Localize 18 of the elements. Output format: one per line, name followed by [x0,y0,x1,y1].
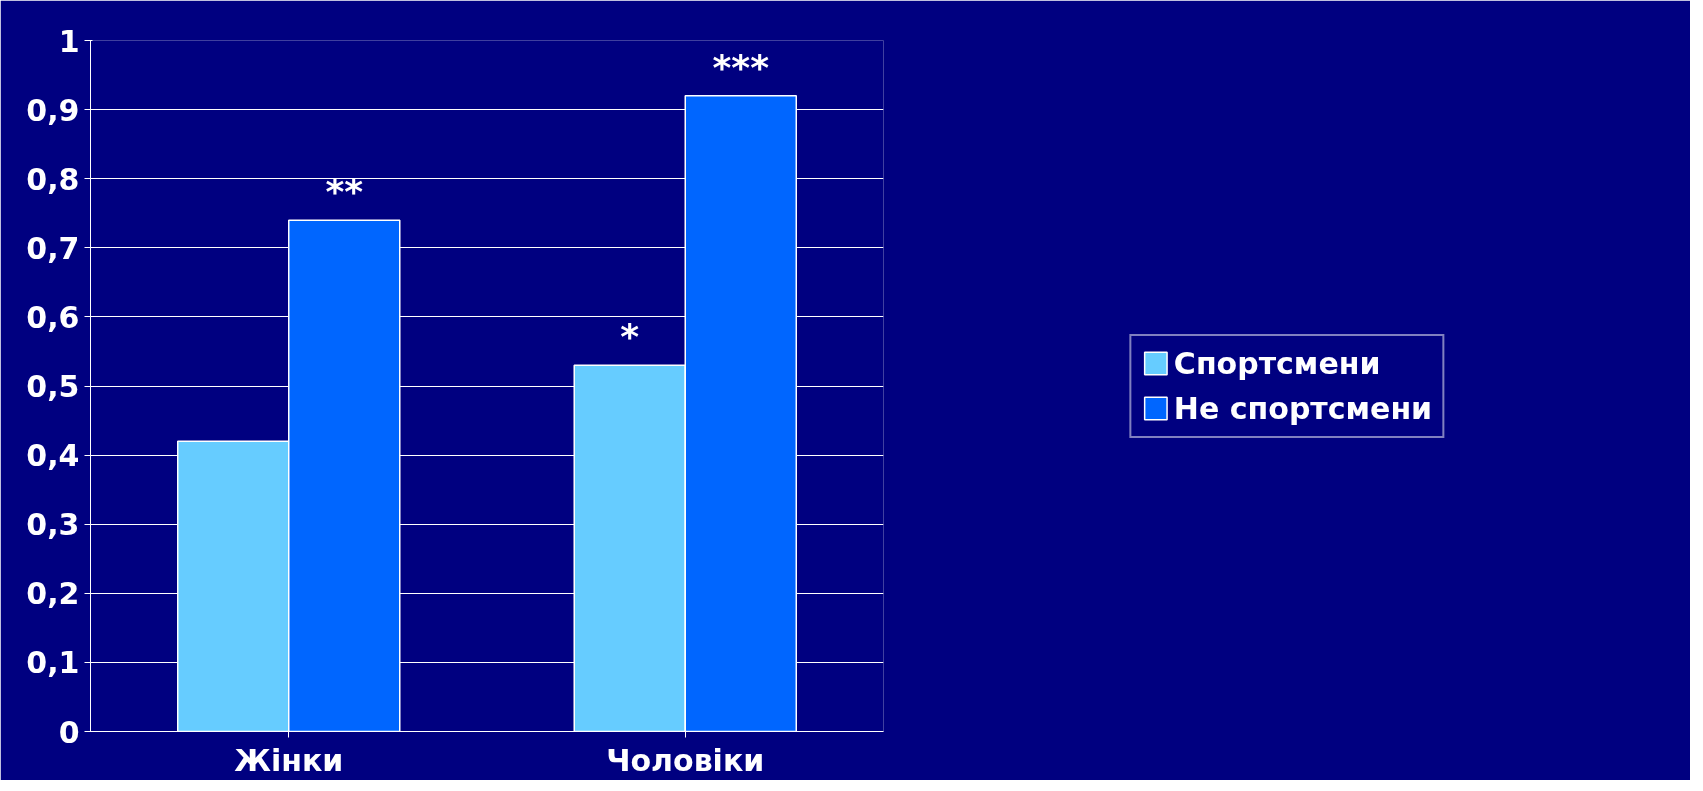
y-tick-label: 0,4 [26,438,80,474]
annotation: ** [325,171,364,213]
legend-label: Спортсмени [1173,345,1381,381]
y-tick-label: 0 [58,714,80,750]
legend-label: Не спортсмени [1173,390,1433,426]
x-tick-label: Чоловіки [606,742,765,778]
y-tick-label: 0,1 [26,645,80,681]
y-tick-label: 0,8 [26,161,80,197]
y-tick-label: 0,5 [26,369,80,404]
y-tick-label: 0,9 [26,92,80,128]
y-tick-label: 0,6 [26,299,80,335]
annotation: * [620,316,640,358]
y-tick-label: 1 [58,23,80,59]
y-tick-label: 0,3 [26,507,80,543]
y-tick-label: 0,2 [26,576,80,612]
y-tick-label: 0,7 [26,230,80,266]
x-tick-label: Жінки [234,742,344,778]
annotation: *** [712,46,770,88]
